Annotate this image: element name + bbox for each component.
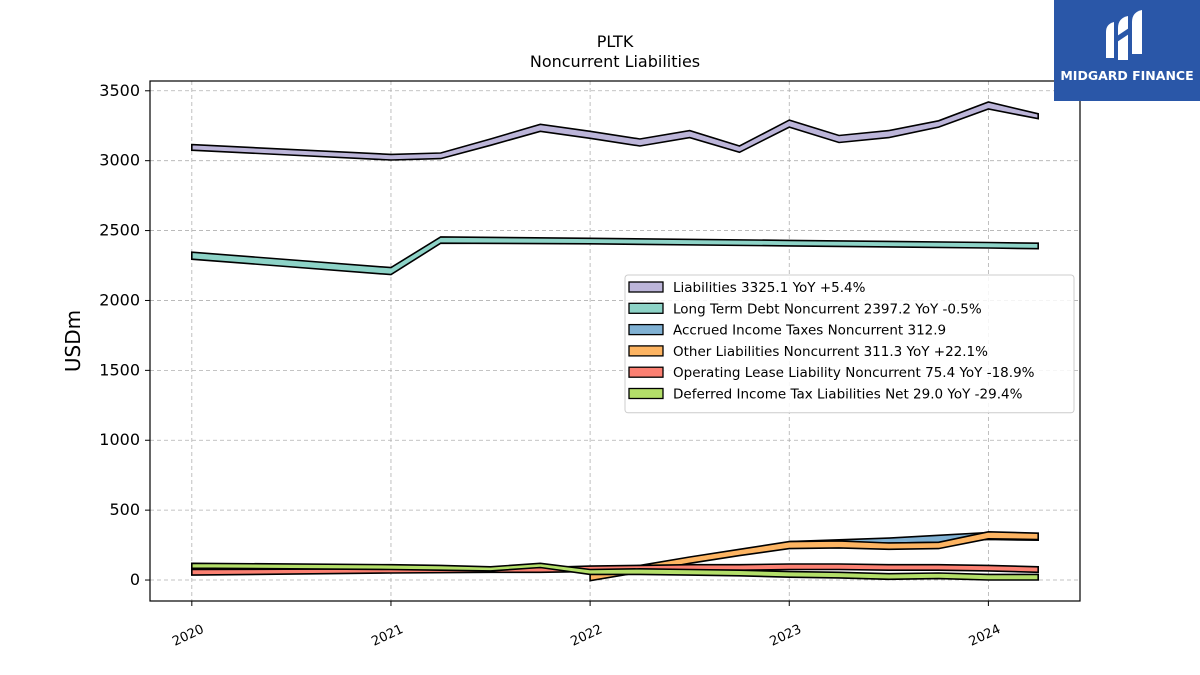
legend-entry: Accrued Income Taxes Noncurrent 312.9 xyxy=(673,323,946,339)
legend-entry: Operating Lease Liability Noncurrent 75.… xyxy=(673,365,1035,381)
legend-entry: Deferred Income Tax Liabilities Net 29.0… xyxy=(673,387,1023,403)
legend-swatch xyxy=(628,302,664,314)
legend-swatch xyxy=(628,345,664,357)
x-tick-label: 2024 xyxy=(967,622,1003,650)
legend-entry: Liabilities 3325.1 YoY +5.4% xyxy=(673,280,866,296)
legend-swatch xyxy=(628,281,664,293)
y-tick-label: 1500 xyxy=(99,360,140,379)
chart-subtitle: Noncurrent Liabilities xyxy=(530,52,700,71)
legend-box xyxy=(624,274,1075,414)
series-band-other-liabilities-noncurrent xyxy=(589,530,1039,582)
y-tick-label: 3000 xyxy=(99,151,140,170)
legend-swatch xyxy=(628,323,664,336)
brand-name: MIDGARD FINANCE xyxy=(1060,68,1194,83)
series-band-liabilities xyxy=(191,101,1039,161)
y-tick-label: 0 xyxy=(130,570,140,589)
series-band-long-term-debt-noncurrent xyxy=(191,236,1039,276)
y-axis-label: USDm xyxy=(61,310,85,372)
x-tick-label: 2022 xyxy=(568,622,604,650)
x-tick-label: 2020 xyxy=(170,622,206,650)
chart-title: PLTK xyxy=(597,32,634,51)
logo-mark-icon xyxy=(1106,10,1142,60)
series-band-deferred-income-tax-liabilities-net xyxy=(191,562,1039,581)
x-tick-label: 2021 xyxy=(369,622,405,650)
y-tick-label: 1000 xyxy=(99,430,140,449)
legend-entry: Long Term Debt Noncurrent 2397.2 YoY -0.… xyxy=(673,301,982,317)
legend-swatch xyxy=(628,366,664,378)
y-tick-label: 2000 xyxy=(99,290,140,309)
legend-swatch xyxy=(628,387,664,400)
y-tick-label: 3500 xyxy=(99,81,140,100)
brand-logo: MIDGARD FINANCE xyxy=(1054,0,1200,101)
x-tick-label: 2023 xyxy=(768,622,804,650)
y-tick-label: 500 xyxy=(109,500,140,519)
plot-frame xyxy=(149,80,1081,602)
legend-entry: Other Liabilities Noncurrent 311.3 YoY +… xyxy=(673,344,988,360)
series-layer xyxy=(191,101,1039,582)
y-tick-label: 2500 xyxy=(99,221,140,240)
legend: Liabilities 3325.1 YoY +5.4% Long Term De… xyxy=(624,274,1075,414)
